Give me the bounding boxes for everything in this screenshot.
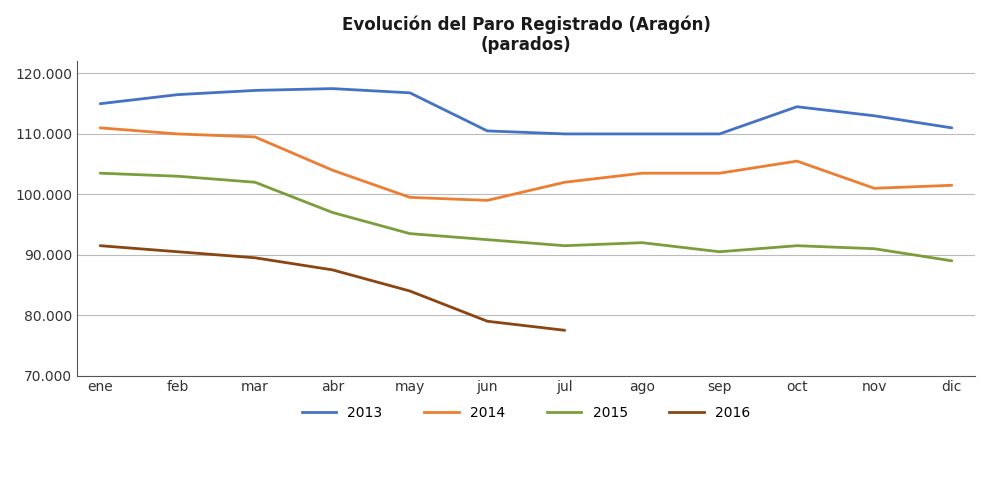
2015 <box>714 249 726 255</box>
2013 <box>404 90 416 96</box>
Legend: 2013, 2014, 2015, 2016: 2013, 2014, 2015, 2016 <box>296 400 756 425</box>
2013 <box>481 128 493 134</box>
2016 <box>404 288 416 294</box>
Line: 2015: 2015 <box>100 173 951 261</box>
Line: 2016: 2016 <box>100 246 564 330</box>
Line: 2013: 2013 <box>100 88 951 134</box>
2016 <box>558 327 570 333</box>
2013 <box>945 125 957 131</box>
2014 <box>94 125 106 131</box>
Line: 2014: 2014 <box>100 128 951 200</box>
2013 <box>714 131 726 137</box>
2013 <box>94 101 106 107</box>
2014 <box>868 186 880 191</box>
2013 <box>558 131 570 137</box>
2014 <box>791 158 803 164</box>
2015 <box>637 240 648 246</box>
2016 <box>327 267 339 273</box>
2014 <box>327 167 339 173</box>
2013 <box>868 113 880 119</box>
Title: Evolución del Paro Registrado (Aragón)
(parados): Evolución del Paro Registrado (Aragón) (… <box>342 15 711 55</box>
2014 <box>945 182 957 188</box>
2015 <box>249 179 261 185</box>
2014 <box>171 131 183 137</box>
2015 <box>404 231 416 237</box>
2016 <box>481 318 493 324</box>
2015 <box>327 210 339 216</box>
2015 <box>558 243 570 248</box>
2014 <box>481 197 493 203</box>
2013 <box>171 92 183 98</box>
2014 <box>714 170 726 176</box>
2014 <box>404 194 416 200</box>
2016 <box>94 243 106 248</box>
2015 <box>171 173 183 179</box>
2014 <box>249 134 261 140</box>
2013 <box>249 87 261 93</box>
2014 <box>637 170 648 176</box>
2015 <box>94 170 106 176</box>
2015 <box>481 237 493 243</box>
2015 <box>868 246 880 252</box>
2014 <box>558 179 570 185</box>
2015 <box>791 243 803 248</box>
2013 <box>791 104 803 109</box>
2016 <box>249 255 261 261</box>
2016 <box>171 249 183 255</box>
2015 <box>945 258 957 264</box>
2013 <box>637 131 648 137</box>
2013 <box>327 85 339 91</box>
